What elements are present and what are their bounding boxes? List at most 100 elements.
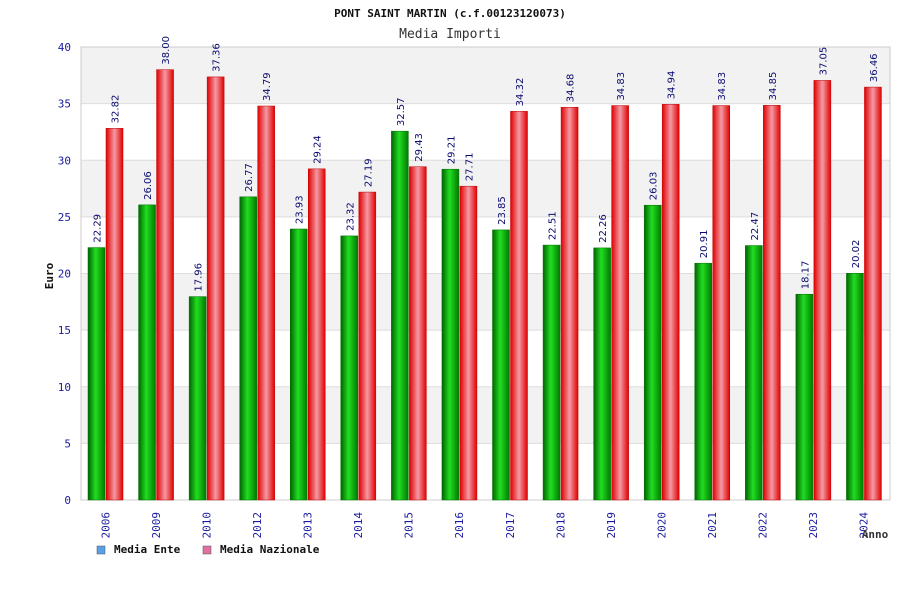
x-tick-label: 2009 xyxy=(150,512,163,539)
data-label: 34.32 xyxy=(515,78,526,107)
plot-area: 0 5 10 15 20 25 30 35 40 22.29 32.82 2006 26.06 38.00… xyxy=(58,36,891,539)
bar-media-nazionale xyxy=(611,105,629,501)
data-label: 23.85 xyxy=(497,196,508,225)
bar-media-nazionale xyxy=(864,86,882,501)
legend-swatch-media-nazionale xyxy=(202,545,212,555)
bar-media-nazionale xyxy=(763,105,781,501)
chart-subtitle: Media Importi xyxy=(399,27,501,42)
bar-media-ente xyxy=(542,244,561,501)
plot-frame xyxy=(80,46,891,501)
data-label: 34.85 xyxy=(768,72,779,101)
data-label: 29.43 xyxy=(414,133,425,162)
x-tick-label: 2019 xyxy=(605,512,618,539)
data-label: 34.83 xyxy=(616,72,627,101)
legend-label-media-nazionale: Media Nazionale xyxy=(220,543,320,556)
data-label: 27.71 xyxy=(464,153,475,182)
data-label: 26.77 xyxy=(244,163,255,192)
x-tick-label: 2015 xyxy=(403,512,416,539)
data-label: 20.02 xyxy=(851,240,862,269)
legend-swatch-media-ente xyxy=(96,545,106,555)
data-label: 23.93 xyxy=(295,195,306,224)
bar-media-nazionale xyxy=(358,191,377,501)
data-label: 22.26 xyxy=(598,214,609,243)
bar-media-ente xyxy=(391,130,409,501)
bar-media-ente xyxy=(138,204,156,501)
x-tick-label: 2018 xyxy=(554,512,567,539)
data-label: 34.79 xyxy=(262,72,273,101)
bar-media-ente xyxy=(694,262,712,501)
y-tick-label: 0 xyxy=(64,494,71,507)
data-label: 38.00 xyxy=(161,36,172,65)
data-label: 20.91 xyxy=(699,230,710,259)
bar-media-nazionale xyxy=(712,105,730,501)
bar-media-ente xyxy=(846,273,864,501)
bar-media-nazionale xyxy=(409,166,427,501)
bar-media-nazionale xyxy=(813,80,832,501)
bar-media-nazionale xyxy=(206,76,225,501)
legend: Media Ente Media Nazionale xyxy=(96,543,320,556)
legend-label-media-ente: Media Ente xyxy=(114,543,181,556)
bar-media-ente xyxy=(795,293,814,501)
bar-media-nazionale xyxy=(661,104,680,501)
y-tick-label: 15 xyxy=(58,324,71,337)
bar-media-nazionale xyxy=(510,111,528,501)
bar-media-ente xyxy=(239,196,257,501)
bar-media-ente xyxy=(643,204,662,501)
data-label: 26.03 xyxy=(649,172,660,201)
y-tick-label: 40 xyxy=(58,41,71,54)
data-label: 32.82 xyxy=(111,95,122,124)
data-label: 29.24 xyxy=(313,135,324,164)
x-tick-label: 2012 xyxy=(251,512,264,539)
bar-media-nazionale xyxy=(308,168,326,501)
data-label: 22.47 xyxy=(750,212,761,241)
x-axis-label: Anno xyxy=(862,528,889,541)
x-tick-label: 2023 xyxy=(807,512,820,539)
data-label: 17.96 xyxy=(194,263,205,292)
x-tick-label: 2017 xyxy=(504,512,517,539)
data-label: 23.32 xyxy=(345,202,356,231)
data-label: 36.46 xyxy=(869,53,880,82)
data-label: 18.17 xyxy=(800,261,811,290)
bar-media-ente xyxy=(340,235,359,501)
data-label: 26.06 xyxy=(143,171,154,200)
y-tick-label: 5 xyxy=(64,437,71,450)
bar-media-nazionale xyxy=(156,69,174,501)
x-tick-label: 2016 xyxy=(453,512,466,539)
bar-media-nazionale xyxy=(560,106,579,501)
bar-media-nazionale xyxy=(257,105,275,501)
bar-media-ente xyxy=(593,247,611,501)
bar-media-ente xyxy=(188,296,207,501)
x-tick-label: 2021 xyxy=(706,512,719,539)
data-label: 22.51 xyxy=(548,211,559,240)
bar-media-nazionale xyxy=(459,185,478,501)
bar-media-nazionale xyxy=(105,128,124,501)
data-label: 29.21 xyxy=(446,136,457,165)
bar-media-ente xyxy=(290,228,308,501)
bar-media-ente xyxy=(441,168,460,501)
y-tick-label: 25 xyxy=(58,211,71,224)
x-tick-label: 2006 xyxy=(99,512,112,539)
x-tick-label: 2014 xyxy=(352,512,365,539)
data-label: 37.05 xyxy=(818,47,829,76)
y-tick-label: 10 xyxy=(58,381,71,394)
bar-media-ente xyxy=(492,229,510,501)
chart-title: PONT SAINT MARTIN (c.f.00123120073) xyxy=(334,7,566,20)
data-label: 34.83 xyxy=(717,72,728,101)
x-tick-label: 2024 xyxy=(858,512,871,539)
data-label: 32.57 xyxy=(396,98,407,127)
x-tick-label: 2020 xyxy=(655,512,668,539)
data-label: 37.36 xyxy=(212,43,223,72)
data-label: 34.94 xyxy=(667,71,678,100)
x-tick-label: 2010 xyxy=(200,512,213,539)
data-label: 22.29 xyxy=(93,214,104,243)
bar-media-ente xyxy=(87,247,106,501)
x-tick-label: 2022 xyxy=(757,512,770,539)
data-label: 34.68 xyxy=(566,74,577,103)
y-axis-label: Euro xyxy=(43,262,56,289)
y-tick-label: 30 xyxy=(58,154,71,167)
x-tick-label: 2013 xyxy=(302,512,315,539)
bar-media-ente xyxy=(745,245,763,501)
y-tick-label: 35 xyxy=(58,98,71,111)
y-tick-label: 20 xyxy=(58,268,71,281)
